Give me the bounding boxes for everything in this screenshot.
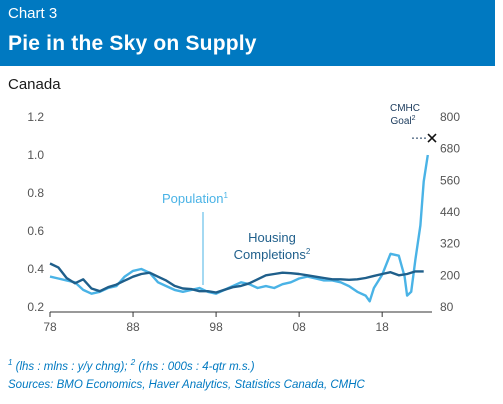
- x-tick-label: 08: [292, 320, 306, 334]
- y-left-tick-label: 0.2: [27, 300, 44, 314]
- y-right-tick-label: 200: [440, 268, 460, 282]
- y-left-tick-label: 0.8: [27, 186, 44, 200]
- housing-label-sup: 2: [306, 247, 311, 256]
- y-right-tick-label: 560: [440, 173, 460, 187]
- goal-marker-x-2: [427, 133, 437, 143]
- note-text-2: (rhs : 000s : 4-qtr m.s.): [135, 360, 255, 373]
- notes-sources: Sources: BMO Economics, Haver Analytics,…: [8, 378, 365, 391]
- x-tick-label: 78: [43, 320, 57, 334]
- housing-label-line-1: Housing: [248, 230, 296, 245]
- y-right-tick-label: 80: [440, 300, 454, 314]
- chart-subtitle: Canada: [8, 76, 61, 93]
- chart-notes: 1 (lhs : mlns : y/y chng); 2 (rhs : 000s…: [8, 354, 365, 394]
- notes-line-1: 1 (lhs : mlns : y/y chng); 2 (rhs : 000s…: [8, 354, 365, 376]
- y-right-tick-label: 440: [440, 205, 460, 219]
- y-right-tick-label: 680: [440, 142, 460, 156]
- y-left-tick-label: 0.4: [27, 262, 44, 276]
- note-sup-2: 2: [130, 358, 136, 367]
- housing-completions-series-line: [49, 262, 424, 294]
- chart-header: Chart 3 Pie in the Sky on Supply: [0, 0, 495, 66]
- y-left-tick-label: 1.0: [27, 148, 44, 162]
- goal-label-line-2: Goal2: [390, 115, 415, 127]
- goal-label-line-1: CMHC: [390, 103, 420, 114]
- population-series-line: [49, 154, 429, 303]
- y-right-tick-label: 320: [440, 237, 460, 251]
- housing-label-line-2: Completions2: [234, 247, 311, 262]
- population-label: Population1: [162, 191, 228, 206]
- goal-label-sup: 2: [412, 115, 416, 122]
- y-left-tick-label: 0.6: [27, 224, 44, 238]
- note-sup-1: 1: [8, 358, 13, 367]
- x-tick-label: 98: [209, 320, 223, 334]
- y-left-tick-label: 1.2: [27, 110, 44, 124]
- y-right-tick-label: 800: [440, 110, 460, 124]
- population-label-sup: 1: [223, 191, 228, 200]
- note-text-1: (lhs : mlns : y/y chng);: [12, 360, 131, 373]
- x-tick-label: 18: [375, 320, 389, 334]
- chart-kicker: Chart 3: [8, 5, 58, 22]
- chart-title: Pie in the Sky on Supply: [8, 32, 257, 55]
- x-tick-label: 88: [126, 320, 140, 334]
